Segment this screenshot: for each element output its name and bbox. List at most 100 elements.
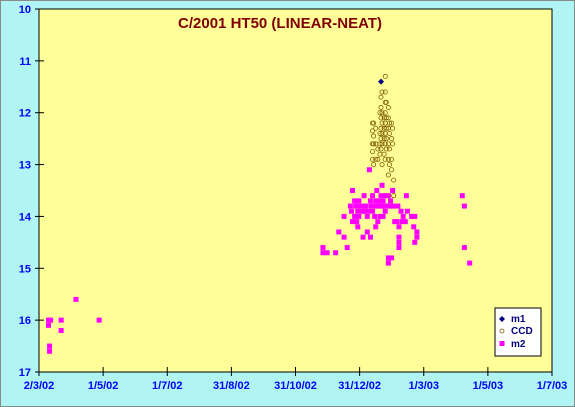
point-ccd xyxy=(391,193,397,199)
legend-item-m1: m1 xyxy=(499,314,526,325)
point-ccd xyxy=(383,136,389,142)
point-m2 xyxy=(412,239,418,245)
point-ccd xyxy=(381,151,387,157)
point-ccd xyxy=(377,110,383,116)
x-tick-label: 2/3/02 xyxy=(24,380,55,392)
y-tick-label: 12 xyxy=(19,108,31,120)
point-ccd xyxy=(383,115,389,121)
point-ccd xyxy=(370,149,376,155)
legend-marker-ccd xyxy=(499,328,505,334)
point-ccd xyxy=(379,130,385,136)
point-m2 xyxy=(356,213,362,219)
point-m2 xyxy=(379,182,385,188)
point-ccd xyxy=(385,105,391,111)
point-ccd xyxy=(378,105,384,111)
point-m2 xyxy=(344,245,350,251)
plot-area xyxy=(38,8,553,373)
point-m2 xyxy=(73,296,79,302)
point-m2 xyxy=(366,167,372,173)
point-ccd xyxy=(389,120,395,126)
point-ccd xyxy=(370,128,376,134)
point-m2 xyxy=(356,198,362,204)
y-tick-label: 14 xyxy=(19,211,32,223)
point-ccd xyxy=(386,146,392,152)
point-m2 xyxy=(364,229,370,235)
point-m2 xyxy=(352,213,358,219)
point-m2 xyxy=(364,213,370,219)
point-m2 xyxy=(385,260,391,266)
point-m2 xyxy=(320,245,326,251)
point-ccd xyxy=(391,177,397,183)
point-ccd xyxy=(377,130,383,136)
point-m2 xyxy=(333,250,339,256)
legend-item-m2: m2 xyxy=(499,339,526,350)
point-m2 xyxy=(373,224,379,230)
point-m2 xyxy=(336,229,342,235)
legend-item-ccd: CCD xyxy=(499,326,533,337)
axis-ticks: 10 11 12 13 14 15 16 172/3/02 1/5/02 1/7/02 31/8/0… xyxy=(19,4,568,392)
data-marks xyxy=(46,73,473,354)
point-ccd xyxy=(385,172,391,178)
point-m2 xyxy=(414,234,420,240)
point-ccd xyxy=(389,156,395,162)
point-m2 xyxy=(365,208,371,214)
point-m2 xyxy=(390,188,396,193)
point-ccd xyxy=(375,156,381,162)
point-m2 xyxy=(389,255,395,261)
point-ccd xyxy=(375,146,381,152)
chart-title: C/2001 HT50 (LINEAR-NEAT) xyxy=(178,15,382,32)
legend-box xyxy=(494,307,542,357)
point-m2 xyxy=(361,208,367,214)
point-m2 xyxy=(402,219,408,225)
point-m2 xyxy=(399,219,405,225)
point-m2 xyxy=(348,208,354,214)
y-tick-label: 13 xyxy=(19,160,31,172)
point-ccd xyxy=(382,73,388,79)
point-m2 xyxy=(58,317,64,323)
point-m2 xyxy=(361,193,367,199)
point-m2 xyxy=(461,245,467,251)
point-m2 xyxy=(381,203,387,209)
point-m2 xyxy=(58,328,64,334)
point-ccd xyxy=(386,162,392,168)
point-ccd xyxy=(385,156,391,162)
point-m2 xyxy=(380,213,386,219)
point-m2 xyxy=(47,348,53,354)
point-m2 xyxy=(350,219,355,225)
point-m2 xyxy=(467,260,473,266)
point-m2 xyxy=(396,234,402,240)
point-ccd xyxy=(382,141,388,147)
legend-marker-m2 xyxy=(499,341,505,346)
point-m2 xyxy=(395,203,401,209)
point-m2 xyxy=(385,193,391,199)
y-tick-label: 10 xyxy=(19,4,31,16)
point-m2 xyxy=(382,193,388,199)
point-m2 xyxy=(367,198,373,204)
point-m2 xyxy=(391,203,397,209)
point-m2 xyxy=(375,203,381,209)
y-tick-label: 16 xyxy=(19,315,31,327)
point-m2 xyxy=(48,317,54,323)
point-ccd xyxy=(390,125,396,131)
legend-marker-m1 xyxy=(499,316,505,322)
point-ccd xyxy=(378,125,384,131)
legend-label-m2: m2 xyxy=(511,339,526,350)
point-ccd xyxy=(383,99,389,105)
point-ccd xyxy=(386,130,392,136)
x-tick-label: 31/12/02 xyxy=(338,380,381,392)
point-m2 xyxy=(404,208,410,214)
point-ccd xyxy=(373,125,379,131)
point-ccd xyxy=(383,125,389,131)
point-ccd xyxy=(389,167,395,173)
point-ccd xyxy=(371,120,377,126)
legend-label-m1: m1 xyxy=(511,314,526,325)
legend-label-ccd: CCD xyxy=(511,326,533,337)
point-m2 xyxy=(324,250,330,256)
point-ccd xyxy=(378,94,384,100)
point-m2 xyxy=(403,193,409,199)
point-ccd xyxy=(371,133,377,139)
point-m2 xyxy=(320,250,326,256)
point-m2 xyxy=(355,208,361,214)
point-ccd xyxy=(373,156,379,162)
